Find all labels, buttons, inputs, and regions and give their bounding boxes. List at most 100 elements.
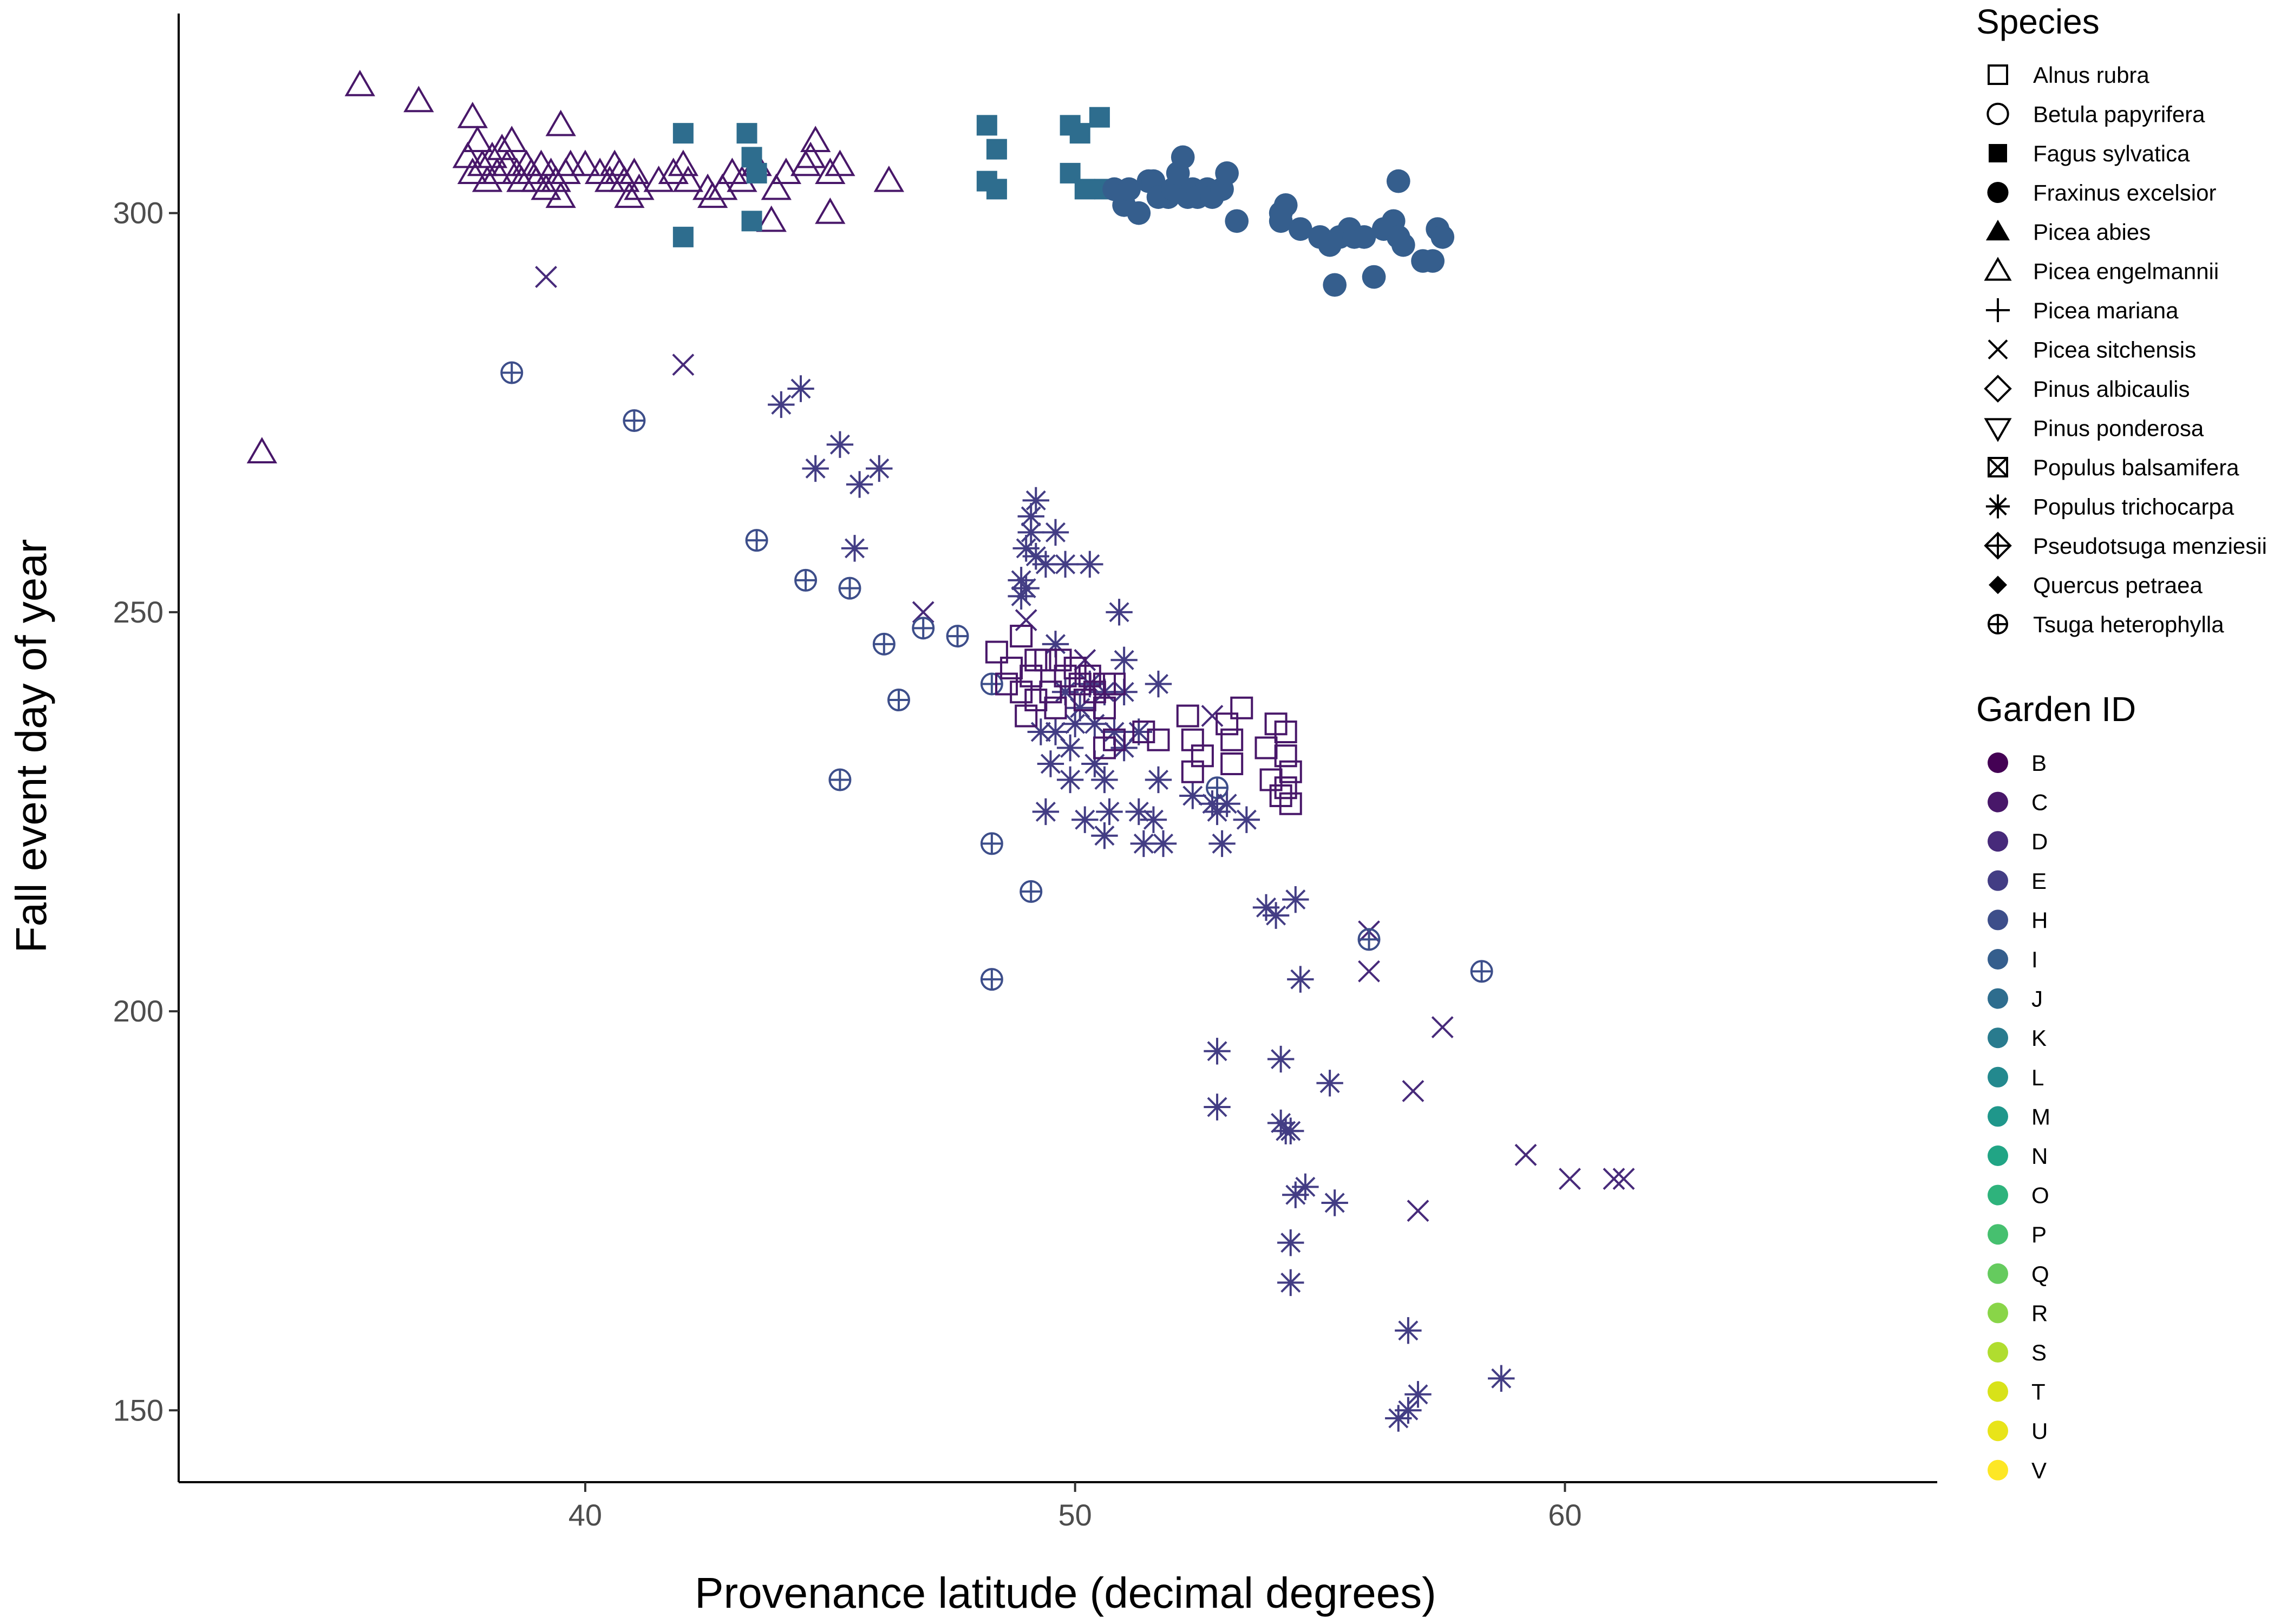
data-point	[815, 158, 846, 184]
data-point	[1176, 704, 1199, 728]
species-legend-label: Populus balsamifera	[2033, 455, 2239, 480]
garden-legend-key	[1988, 1302, 2008, 1324]
data-point	[462, 126, 493, 152]
data-point	[1421, 249, 1445, 273]
data-point	[976, 115, 997, 136]
garden-legend-key	[1988, 791, 2008, 813]
data-point	[1017, 519, 1044, 546]
data-point	[912, 601, 935, 624]
data-point	[1395, 1397, 1422, 1424]
garden-legend-label: Q	[2031, 1261, 2049, 1287]
data-point	[1274, 744, 1297, 768]
legend-key-circle-plus	[1988, 614, 2008, 634]
species-legend-label: Picea abies	[2033, 219, 2151, 245]
garden-legend-key	[1988, 1459, 2008, 1481]
data-point	[1125, 798, 1152, 826]
data-point	[1277, 1229, 1304, 1256]
data-point	[486, 133, 518, 160]
data-point	[535, 266, 557, 288]
data-point	[624, 173, 655, 200]
data-point	[872, 632, 896, 656]
data-point	[1288, 217, 1312, 241]
garden-legend-key	[1988, 909, 2008, 931]
data-point	[1110, 646, 1138, 674]
garden-legend-key	[1988, 752, 2008, 773]
data-point	[1277, 1269, 1304, 1296]
data-point	[1352, 225, 1376, 249]
data-point	[1225, 209, 1249, 233]
garden-legend-label: T	[2031, 1379, 2046, 1405]
data-point	[1514, 1144, 1537, 1166]
garden-legend-key	[1988, 1342, 2008, 1363]
data-point	[1049, 649, 1072, 672]
data-point	[1391, 233, 1415, 257]
data-point	[1274, 721, 1297, 744]
garden-legend-key	[1988, 1184, 2008, 1206]
data-point	[1127, 201, 1151, 225]
data-point	[531, 173, 561, 200]
data-point	[1407, 1200, 1429, 1222]
garden-legend-label: J	[2031, 986, 2043, 1012]
data-point	[1147, 728, 1170, 751]
data-point	[746, 162, 767, 184]
y-tick-label: 200	[113, 994, 164, 1028]
data-point	[873, 165, 905, 192]
data-point	[1204, 1038, 1231, 1065]
data-point	[980, 968, 1003, 991]
garden-legend-key	[1988, 1263, 2008, 1284]
garden-legend-key	[1988, 1106, 2008, 1127]
data-point	[1431, 1016, 1454, 1038]
data-point	[403, 86, 434, 113]
data-point	[1074, 179, 1095, 200]
legend-key-triangle-filled	[1985, 219, 2010, 241]
garden-legend-key	[1988, 1066, 2008, 1088]
legend-key-triangle-open	[1984, 257, 2012, 281]
data-point	[609, 165, 640, 192]
data-point	[1277, 1117, 1304, 1144]
data-point	[570, 149, 601, 176]
data-point	[787, 375, 814, 402]
data-point	[594, 165, 625, 192]
data-point	[1213, 790, 1240, 817]
garden-legend-key	[1988, 1224, 2008, 1245]
data-point	[995, 672, 1018, 696]
x-tick-label: 50	[1058, 1498, 1092, 1532]
data-point	[790, 149, 821, 176]
data-point	[770, 158, 802, 184]
data-point	[1032, 798, 1060, 826]
data-point	[1015, 609, 1037, 632]
data-point	[1056, 734, 1084, 762]
data-point	[1044, 696, 1067, 719]
garden-legend-label: I	[2031, 947, 2038, 972]
data-point	[1287, 966, 1314, 993]
data-point	[1024, 649, 1048, 672]
x-axis-title: Provenance latitude (decimal degrees)	[695, 1569, 1436, 1617]
data-point	[1145, 670, 1172, 698]
garden-legend-label: E	[2031, 868, 2047, 894]
data-point	[1093, 696, 1116, 719]
data-point	[1091, 822, 1118, 849]
garden-legend-label: U	[2031, 1418, 2048, 1444]
data-point	[1132, 721, 1155, 744]
data-point	[1230, 696, 1253, 719]
garden-legend-key	[1988, 1027, 2008, 1049]
data-point	[802, 455, 829, 482]
legend-key-diamond-open	[1984, 375, 2012, 403]
data-point	[985, 640, 1008, 664]
data-point	[1612, 1168, 1635, 1190]
data-point	[1039, 680, 1062, 704]
legend-key-cross	[1988, 339, 2008, 359]
data-point	[1149, 830, 1177, 857]
data-point	[1140, 806, 1167, 833]
data-point	[1430, 225, 1455, 249]
garden-legend-key	[1988, 1420, 2008, 1442]
legend-key-diamond-filled	[1989, 575, 2007, 594]
data-point	[643, 165, 674, 192]
garden-legend-label: K	[2031, 1025, 2047, 1051]
data-point	[1603, 1168, 1625, 1190]
data-point	[555, 149, 586, 176]
data-point	[1181, 760, 1204, 783]
data-point	[614, 181, 645, 208]
